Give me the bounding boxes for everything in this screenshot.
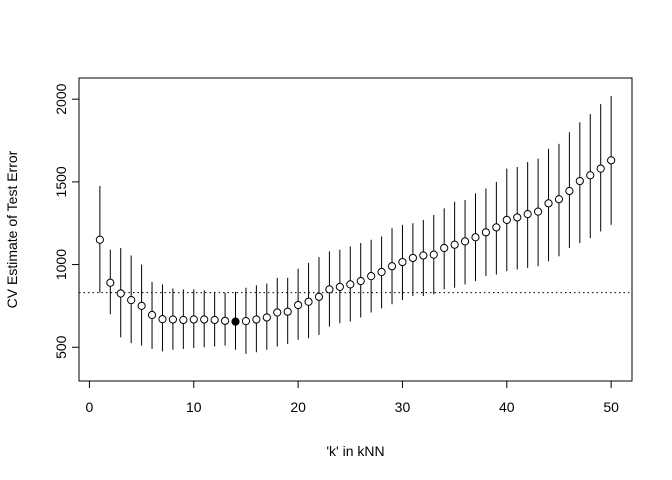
x-tick-label: 20 (290, 399, 306, 415)
data-point (408, 253, 417, 263)
x-tick-label: 50 (603, 399, 619, 415)
data-point (346, 280, 355, 289)
data-point (168, 315, 178, 324)
data-point (252, 315, 261, 324)
data-point (262, 313, 271, 322)
data-point (513, 213, 522, 222)
data-point (241, 317, 251, 326)
data-point (544, 199, 553, 208)
y-tick-label: 2000 (53, 83, 69, 114)
data-point (314, 292, 324, 301)
data-point (387, 262, 397, 271)
x-tick-label: 40 (499, 399, 515, 415)
data-point (367, 272, 376, 281)
data-point (596, 164, 605, 173)
data-point (189, 315, 198, 324)
data-point (481, 228, 491, 237)
data-point (294, 300, 303, 310)
data-point (335, 282, 344, 291)
data-point (471, 233, 480, 242)
data-point (210, 315, 219, 325)
data-point (325, 285, 334, 294)
data-point (116, 289, 125, 298)
data-point (137, 301, 146, 311)
data-point (607, 156, 616, 165)
x-tick-label: 30 (395, 399, 411, 415)
data-point (283, 307, 292, 316)
y-tick-label: 1000 (53, 249, 69, 280)
data-point (523, 210, 532, 219)
data-point (398, 257, 407, 267)
data-point (533, 207, 543, 216)
x-axis: 0 10 20 30 40 50 (86, 380, 619, 415)
data-point (450, 240, 459, 249)
data-point (419, 251, 428, 260)
data-point-selected (231, 317, 240, 326)
data-point (147, 310, 157, 320)
y-axis: 500 1000 1500 2000 (53, 83, 80, 359)
data-point (460, 237, 470, 246)
data-point (179, 315, 188, 325)
x-tick-label: 0 (86, 399, 94, 415)
data-point (502, 215, 511, 225)
data-point (575, 176, 584, 186)
plot-frame (78, 77, 633, 382)
data-point (377, 267, 386, 277)
data-point (106, 278, 115, 287)
data-point (356, 277, 365, 286)
y-tick-label: 500 (53, 335, 69, 359)
data-point (440, 243, 449, 253)
data-point (304, 297, 313, 306)
error-bars (99, 95, 612, 354)
y-tick-label: 1500 (53, 166, 69, 197)
data-point (586, 171, 595, 180)
x-axis-title: 'k' in kNN (326, 443, 384, 459)
data-points (95, 156, 616, 326)
data-point (127, 296, 136, 305)
data-point (565, 186, 574, 196)
data-point (429, 250, 438, 259)
data-point (95, 235, 104, 244)
data-point (200, 315, 209, 324)
data-point (273, 308, 282, 317)
data-point (554, 195, 564, 204)
data-point (220, 316, 230, 325)
x-tick-label: 10 (186, 399, 202, 415)
data-point (158, 315, 167, 324)
y-axis-title: CV Estimate of Test Error (4, 150, 20, 308)
data-point (492, 223, 501, 232)
